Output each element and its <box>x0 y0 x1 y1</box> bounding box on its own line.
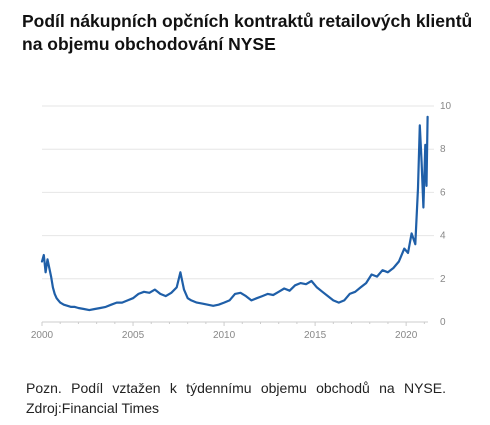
y-tick-label-0: 0 <box>440 317 446 328</box>
grid-lines <box>42 105 434 280</box>
x-tick-label-0: 2000 <box>31 330 54 341</box>
footnote-source: Zdroj:Financial Times <box>26 400 160 416</box>
chart-title-line-2: na objemu obchodování NYSE <box>22 34 276 54</box>
line-chart: 2000 2005 2010 2015 2020 0 2 4 6 8 10 <box>31 101 452 341</box>
y-tick-label-1: 2 <box>440 274 446 285</box>
chart-title: Podíl nákupních opčních kontraktů retail… <box>22 10 477 56</box>
y-tick-label-5: 10 <box>440 101 452 112</box>
series-layer <box>40 115 429 312</box>
x-tick-label-1: 2005 <box>122 330 145 341</box>
x-tick-label-3: 2015 <box>304 330 327 341</box>
x-axis <box>41 321 428 326</box>
x-tick-label-2: 2010 <box>213 330 236 341</box>
chart-title-line-1: Podíl nákupních opčních kontraktů retail… <box>22 11 473 31</box>
y-tick-label-2: 4 <box>440 231 446 242</box>
y-tick-label-3: 6 <box>440 187 446 198</box>
series-line-0 <box>40 115 429 312</box>
y-tick-label-4: 8 <box>440 144 446 155</box>
x-tick-labels: 2000 2005 2010 2015 2020 <box>31 330 418 341</box>
footnote-note: Pozn. Podíl vztažen k týdennímu objemu o… <box>26 380 446 396</box>
y-tick-labels: 0 2 4 6 8 10 <box>440 101 452 328</box>
x-tick-label-4: 2020 <box>395 330 418 341</box>
footnote: Pozn. Podíl vztažen k týdennímu objemu o… <box>26 378 446 418</box>
